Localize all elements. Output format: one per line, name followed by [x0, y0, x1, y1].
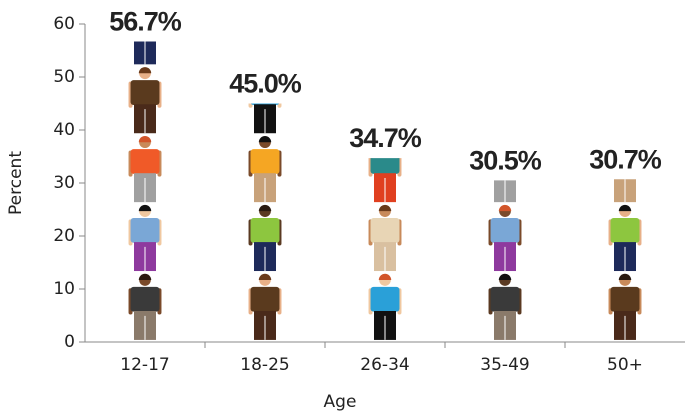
figure-hair	[378, 273, 392, 280]
figure-arm	[248, 103, 253, 108]
figure-hair	[498, 273, 512, 280]
value-label: 56.7%	[109, 7, 182, 37]
figure-hair	[258, 136, 272, 143]
figure-shirt	[130, 80, 160, 105]
y-tick-label: 20	[53, 226, 75, 246]
figure-shirt	[130, 286, 160, 312]
figure-shirt	[130, 149, 160, 174]
value-label: 30.5%	[469, 145, 542, 175]
y-tick-label: 10	[53, 279, 75, 299]
figure-shirt	[250, 217, 280, 243]
figure-shirt	[490, 217, 520, 243]
x-tick-label: 35-49	[480, 355, 529, 375]
figure-hair	[499, 136, 511, 142]
x-tick-label: 12-17	[120, 355, 169, 375]
bar	[128, 0, 162, 340]
figure-hair	[258, 204, 272, 212]
figure-shirt	[370, 158, 400, 174]
value-label: 34.7%	[349, 123, 422, 153]
value-label: 45.0%	[229, 69, 302, 99]
y-tick-label: 0	[64, 332, 75, 352]
figure-hair	[618, 204, 632, 212]
figure-hair	[139, 0, 151, 4]
figure-shirt	[490, 286, 520, 312]
figure-hair	[618, 273, 632, 280]
bar	[608, 136, 642, 340]
figure-hair	[138, 67, 152, 74]
figure-shirt	[250, 286, 280, 312]
figure-shirt	[610, 217, 640, 243]
figure-hair	[138, 135, 152, 143]
figure-hair	[619, 136, 631, 142]
y-tick-label: 60	[53, 14, 75, 34]
value-label: 30.7%	[589, 144, 662, 174]
figure-hair	[498, 204, 512, 212]
bar	[488, 136, 522, 340]
figure-shirt	[130, 217, 160, 243]
figure-hair	[138, 204, 152, 212]
y-tick-label: 40	[53, 120, 75, 140]
figure-shirt	[370, 286, 400, 312]
x-tick-label: 50+	[607, 355, 643, 375]
figure-hair	[258, 273, 272, 280]
y-tick-label: 50	[53, 67, 75, 87]
x-axis-label: Age	[324, 392, 357, 412]
figure-arm	[277, 103, 282, 108]
figure-shirt	[610, 286, 640, 312]
y-tick-label: 30	[53, 173, 75, 193]
figure-shirt	[370, 217, 400, 243]
figure-hair	[378, 204, 392, 212]
y-axis-label: Percent	[6, 151, 26, 215]
bar	[368, 158, 402, 340]
x-tick-label: 18-25	[240, 355, 289, 375]
bar	[248, 103, 282, 340]
figure-shirt	[250, 149, 280, 174]
x-tick-label: 26-34	[360, 355, 409, 375]
figure-hair	[138, 273, 152, 280]
